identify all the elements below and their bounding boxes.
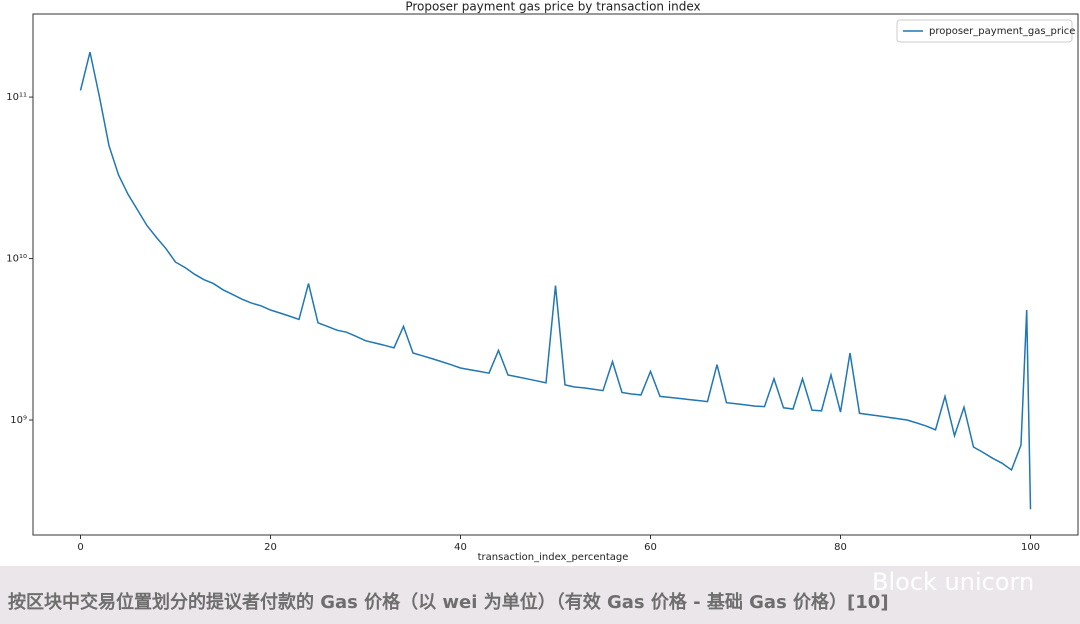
x-tick-label: 0 [77, 542, 83, 553]
chart-title: Proposer payment gas price by transactio… [405, 0, 700, 14]
y-tick-label: 10¹¹ [6, 92, 27, 103]
x-tick-label: 60 [644, 542, 657, 553]
legend-box [896, 19, 1073, 43]
chart: Proposer payment gas price by transactio… [6, 0, 1079, 563]
caption-band: 按区块中交易位置划分的提议者付款的 Gas 价格（以 wei 为单位）（有效 G… [0, 566, 1080, 624]
x-axis-label: transaction_index_percentage [478, 552, 629, 563]
legend-label: proposer_payment_gas_price [929, 26, 1075, 37]
y-tick-label: 10⁹ [10, 415, 27, 426]
y-tick-label: 10¹⁰ [6, 254, 27, 265]
watermark: Block unicorn [872, 568, 1035, 596]
x-tick-label: 20 [264, 542, 277, 553]
x-tick-label: 80 [834, 542, 847, 553]
x-tick-label: 40 [454, 542, 467, 553]
line [79, 51, 1032, 510]
plot-frame [32, 13, 1079, 536]
x-tick-label: 100 [1021, 542, 1040, 553]
caption: 按区块中交易位置划分的提议者付款的 Gas 价格（以 wei 为单位）（有效 G… [8, 592, 889, 613]
